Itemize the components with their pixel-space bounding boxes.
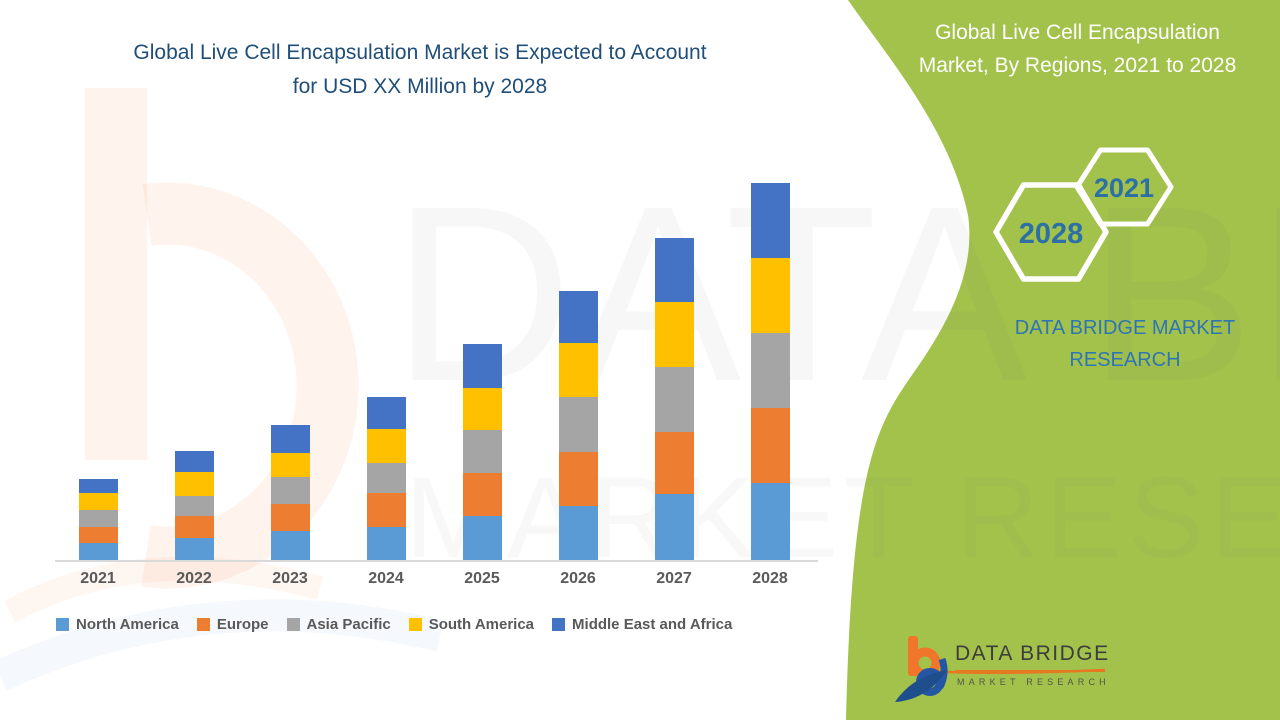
- year-badges: 2021 2028: [993, 147, 1174, 282]
- legend-label: South America: [428, 616, 535, 633]
- logo-company-subtitle: MARKET RESEARCH: [957, 677, 1110, 687]
- hexagon-badge-2028: [993, 182, 1109, 282]
- badge-year-2028: 2028: [1019, 218, 1084, 250]
- brand-text-line1: DATA BRIDGE MARKET: [1014, 317, 1236, 339]
- badge-year-2021: 2021: [1094, 173, 1154, 203]
- logo-underline: [955, 670, 1105, 672]
- watermark-swoosh-orange: [4, 556, 324, 623]
- chart-legend: North America Europe Asia Pacific South Ame…: [56, 616, 732, 633]
- watermark-b-bar: [85, 88, 147, 460]
- side-panel-title: Global Live Cell Encapsulation Market, B…: [885, 16, 1270, 82]
- legend-item-middle-east-and-africa: Middle East and Africa: [552, 616, 732, 633]
- chart-title: Global Live Cell Encapsulation Market is…: [40, 36, 800, 104]
- legend-swatch-south-america: [408, 618, 422, 631]
- side-panel-title-line1: Global Live Cell Encapsulation: [935, 21, 1220, 44]
- legend-item-north-america: North America: [56, 616, 179, 633]
- legend-label: Asia Pacific: [306, 616, 391, 633]
- chart-title-line1: Global Live Cell Encapsulation Market is…: [133, 41, 707, 64]
- legend-swatch-middle-east-and-africa: [552, 618, 566, 631]
- chart-title-line2: for USD XX Million by 2028: [292, 75, 548, 98]
- watermark-b-bowl: [141, 182, 359, 589]
- legend-label: North America: [76, 616, 179, 633]
- legend-item-europe: Europe: [196, 616, 269, 633]
- legend-item-asia-pacific: Asia Pacific: [286, 616, 391, 633]
- legend-label: Europe: [216, 616, 269, 633]
- legend-label: Middle East and Africa: [572, 616, 733, 633]
- legend-swatch-europe: [196, 618, 210, 631]
- logo-blue-swoosh: [895, 670, 947, 702]
- legend-swatch-north-america: [56, 618, 69, 631]
- legend-item-south-america: South America: [408, 616, 535, 633]
- legend-swatch-asia-pacific: [286, 618, 300, 631]
- side-panel-background: [846, 0, 1280, 720]
- brand-text-line2: RESEARCH: [1069, 349, 1181, 371]
- company-logo-block: DATA BRIDGE MARKET RESEARCH: [893, 630, 1123, 708]
- side-panel-title-line2: Market, By Regions, 2021 to 2028: [918, 54, 1237, 77]
- logo-company-name: DATA BRIDGE: [955, 642, 1110, 665]
- watermark-swoosh-blue: [0, 599, 444, 691]
- brand-text: DATA BRIDGE MARKET RESEARCH: [960, 312, 1280, 376]
